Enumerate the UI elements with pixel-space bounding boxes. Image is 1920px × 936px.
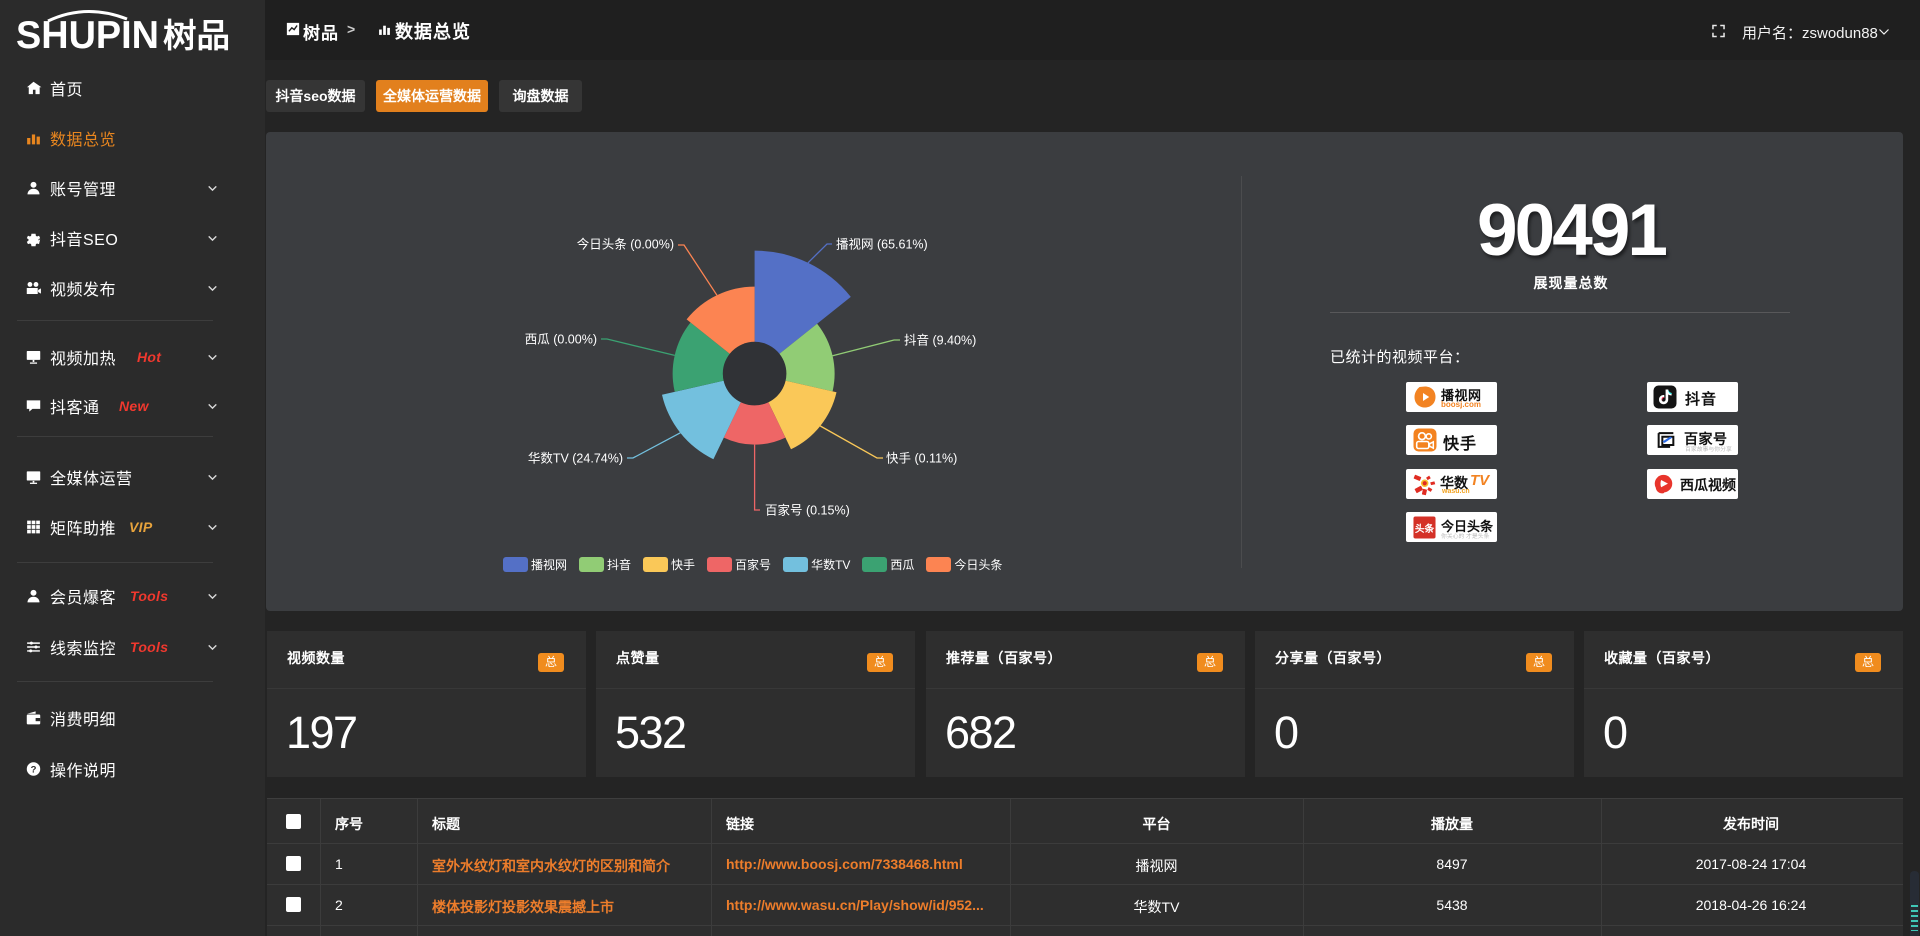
svg-text:树品: 树品 <box>163 17 230 54</box>
svg-text:播视网 (65.61%): 播视网 (65.61%) <box>836 237 928 252</box>
svg-text:头条: 头条 <box>1415 523 1435 535</box>
svg-text:SHUPIN: SHUPIN <box>16 14 159 57</box>
svg-text:华数TV (24.74%): 华数TV (24.74%) <box>528 451 623 466</box>
svg-text:今日头条 (0.00%): 今日头条 (0.00%) <box>577 237 674 252</box>
svg-text:快手 (0.11%): 快手 (0.11%) <box>886 452 957 466</box>
svg-text:抖音 (9.40%): 抖音 (9.40%) <box>904 333 976 348</box>
svg-text:?: ? <box>31 764 37 775</box>
svg-text:百家号 (0.15%): 百家号 (0.15%) <box>765 503 850 518</box>
svg-text:西瓜 (0.00%): 西瓜 (0.00%) <box>525 333 597 347</box>
